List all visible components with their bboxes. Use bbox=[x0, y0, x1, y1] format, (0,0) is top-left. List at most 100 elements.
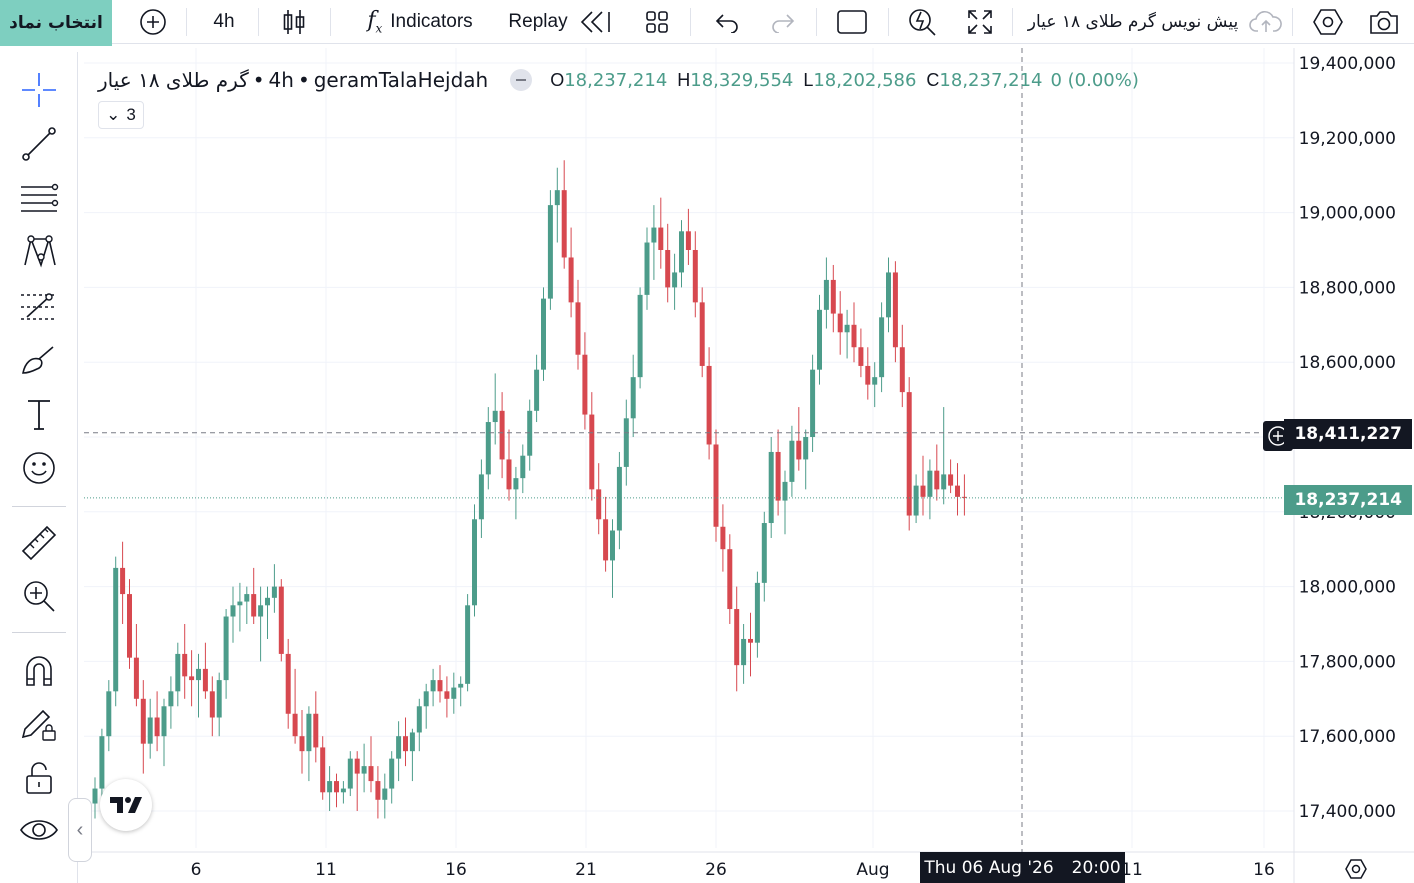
candle-body bbox=[368, 766, 374, 782]
grid-icon bbox=[646, 11, 668, 33]
emoji-tool[interactable] bbox=[14, 446, 64, 490]
zoom-in-icon bbox=[24, 581, 55, 612]
trend-line-tool[interactable] bbox=[14, 122, 64, 166]
legend-symbol-fa: گرم طلای ۱۸ عیار bbox=[98, 68, 249, 92]
crosshair-price-label: 18,411,227 bbox=[1284, 419, 1412, 449]
measure-tool[interactable] bbox=[14, 520, 64, 564]
chevron-left-icon: ‹ bbox=[76, 818, 84, 841]
brush-icon bbox=[22, 346, 54, 374]
chart-type-button[interactable] bbox=[272, 0, 316, 44]
candle-body bbox=[754, 582, 760, 643]
candle-body bbox=[672, 272, 678, 288]
candle-body bbox=[182, 653, 188, 677]
candle-body bbox=[596, 489, 602, 520]
layouts-button[interactable] bbox=[636, 0, 678, 44]
candle-body bbox=[244, 594, 250, 602]
hide-drawings-tool[interactable] bbox=[14, 810, 64, 854]
candle-body bbox=[458, 683, 464, 688]
low-label: L bbox=[803, 69, 814, 90]
crosshair-time: 20:00 bbox=[1071, 857, 1121, 878]
legend-collapse-button[interactable]: ⌄ 3 bbox=[98, 101, 144, 129]
indicators-button[interactable]: fx Indicators bbox=[350, 0, 490, 44]
candle-body bbox=[389, 758, 395, 789]
candle-body bbox=[879, 317, 885, 378]
candle-body bbox=[844, 324, 850, 333]
candle-body bbox=[327, 781, 333, 793]
price-tick-label: 18,000,000 bbox=[1299, 578, 1396, 598]
candle-body bbox=[858, 347, 864, 366]
undo-button[interactable] bbox=[706, 0, 748, 44]
candle-body bbox=[637, 294, 643, 378]
undo-icon bbox=[715, 14, 738, 33]
replay-label: Replay bbox=[508, 11, 568, 32]
candle-body bbox=[189, 676, 195, 681]
chart-settings-button[interactable] bbox=[1306, 0, 1350, 44]
fullscreen-button[interactable] bbox=[830, 0, 874, 44]
candle-body bbox=[658, 227, 664, 250]
lock-drawing-mode-tool[interactable] bbox=[14, 702, 64, 746]
crosshair-icon bbox=[22, 73, 56, 107]
tradingview-logo[interactable] bbox=[100, 779, 152, 831]
replay-button[interactable]: Replay bbox=[500, 0, 620, 44]
price-tick-label: 17,800,000 bbox=[1299, 652, 1396, 672]
save-cloud-button[interactable] bbox=[1246, 0, 1286, 44]
maximize-button[interactable] bbox=[958, 0, 1002, 44]
fx-icon: fx bbox=[367, 8, 383, 36]
rewind-icon bbox=[580, 11, 610, 33]
price-tick-label: 17,600,000 bbox=[1299, 727, 1396, 747]
toggle-toolbar-button[interactable]: ‹ bbox=[68, 798, 92, 862]
candle-body bbox=[499, 410, 505, 460]
tv-logo-icon bbox=[110, 797, 142, 813]
candle-body bbox=[796, 440, 802, 460]
fib-tool[interactable] bbox=[14, 176, 64, 220]
pattern-icon bbox=[24, 235, 56, 268]
lock-all-tool[interactable] bbox=[14, 756, 64, 800]
candle-body bbox=[354, 758, 360, 774]
series-legend[interactable]: گرم طلای ۱۸ عیار • 4h • geramTalaHejdah … bbox=[98, 66, 1139, 94]
candle-body bbox=[258, 605, 264, 617]
candle-body bbox=[216, 680, 222, 718]
candle-body bbox=[99, 736, 105, 789]
candle-body bbox=[202, 668, 208, 692]
candle-body bbox=[623, 418, 629, 467]
add-symbol-button[interactable] bbox=[132, 0, 174, 44]
brush-tool[interactable] bbox=[14, 338, 64, 382]
scale-settings-button[interactable] bbox=[1341, 854, 1371, 883]
candle-body bbox=[444, 691, 450, 699]
candle-body bbox=[451, 687, 457, 699]
time-tick-label: 11 bbox=[315, 860, 337, 880]
candles-icon bbox=[283, 10, 305, 34]
crosshair-tool[interactable] bbox=[14, 68, 64, 112]
magnet-tool[interactable] bbox=[14, 648, 64, 692]
candle-body bbox=[92, 788, 98, 804]
pattern-tool[interactable] bbox=[14, 230, 64, 274]
redo-button[interactable] bbox=[762, 0, 804, 44]
candle-body bbox=[106, 691, 112, 737]
forecast-tool[interactable] bbox=[14, 284, 64, 328]
candle-body bbox=[306, 713, 312, 752]
cloud-upload-icon bbox=[1249, 11, 1282, 32]
price-chart[interactable]: 19,400,000 19,200,000 19,000,000 18,800,000… bbox=[84, 48, 1414, 883]
candle-body bbox=[278, 586, 284, 654]
candle-body bbox=[430, 680, 436, 692]
candle-body bbox=[251, 594, 257, 617]
indicators-label: Indicators bbox=[390, 11, 473, 32]
text-tool[interactable] bbox=[14, 392, 64, 436]
chart-pane[interactable]: 19,400,000 19,200,000 19,000,000 18,800,000… bbox=[84, 48, 1414, 883]
snapshot-button[interactable] bbox=[1362, 0, 1406, 44]
layout-name[interactable]: پیش نویس گرم طلای ۱۸ عیار bbox=[1027, 12, 1239, 32]
candle-body bbox=[534, 369, 540, 411]
candle-body bbox=[679, 231, 684, 273]
interval-button[interactable]: 4h bbox=[213, 11, 235, 32]
candle-body bbox=[720, 526, 726, 550]
candle-body bbox=[734, 609, 740, 666]
top-toolbar: انتخاب نماد 4h fx Indicators Replay bbox=[0, 0, 1414, 46]
select-symbol-button[interactable]: انتخاب نماد bbox=[0, 0, 112, 46]
candle-body bbox=[416, 706, 422, 733]
candle-body bbox=[727, 549, 733, 610]
zoom-tool[interactable] bbox=[14, 574, 64, 618]
legend-hide-button[interactable] bbox=[510, 69, 533, 91]
redo-icon bbox=[772, 14, 795, 33]
hexagon-gear-icon bbox=[1313, 9, 1343, 35]
quick-search-button[interactable] bbox=[900, 0, 944, 44]
